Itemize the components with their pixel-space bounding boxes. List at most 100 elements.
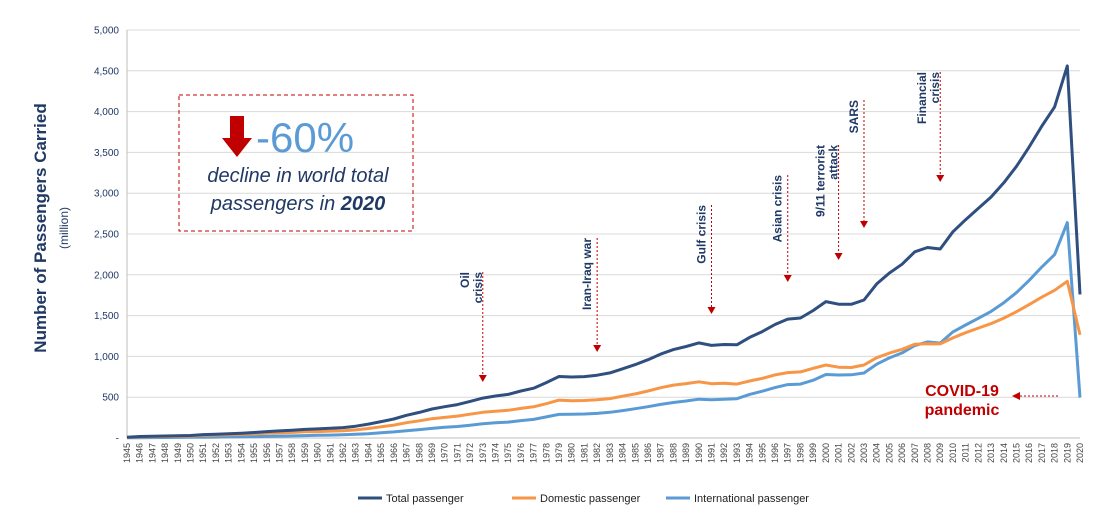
x-tick-label: 1964 (363, 443, 373, 463)
x-tick-label: 1951 (198, 443, 208, 463)
x-tick-label: 2005 (884, 443, 894, 463)
series-lines (126, 64, 1082, 440)
x-tick-label: 2017 (1037, 443, 1047, 463)
callout-year: 2020 (340, 193, 386, 215)
legend: Total passenger Domestic passenger Interna… (358, 493, 809, 505)
x-tick-label: 1950 (186, 443, 196, 463)
x-tick-label: 1997 (783, 443, 793, 463)
decline-callout: -60% decline in world total passengers i… (178, 94, 414, 232)
x-tick-label: 1984 (618, 443, 628, 463)
x-tick-label: 1954 (236, 443, 246, 463)
y-tick-label: 4,000 (94, 107, 119, 118)
down-arrow-icon (222, 116, 252, 157)
callout-border (178, 94, 414, 232)
x-tick-label: 1949 (173, 443, 183, 463)
x-tick-label: 2003 (859, 443, 869, 463)
x-tick-label: 1957 (274, 443, 284, 463)
x-tick-label: 2004 (872, 443, 882, 463)
x-tick-label: 1962 (338, 443, 348, 463)
x-tick-label: 1963 (351, 443, 361, 463)
x-tick-label: 1973 (478, 443, 488, 463)
event-label-line2: crisis (928, 72, 942, 104)
x-tick-label: 1945 (122, 443, 132, 463)
event-arrow-head (859, 221, 868, 228)
x-tick-label: 2015 (1011, 443, 1021, 463)
legend-label: International passenger (694, 493, 809, 505)
callout-line1: decline in world total (207, 165, 389, 187)
event-label-line2: crisis (471, 272, 485, 304)
x-axis: 1945 1946 1947 1948 1949 1950 1951 1952 1953 1954… (122, 437, 1085, 463)
covid-label-line2: pandemic (925, 402, 1000, 419)
x-tick-label: 1961 (325, 443, 335, 463)
x-tick-label: 1956 (262, 443, 272, 463)
x-tick-label: 2020 (1075, 443, 1085, 463)
x-tick-label: 1993 (732, 443, 742, 463)
x-tick-label: 1980 (567, 443, 577, 463)
y-tick-label: 2,000 (94, 270, 119, 281)
x-tick-label: 2014 (999, 443, 1009, 463)
covid-annotation: COVID-19 pandemic (925, 383, 1058, 419)
x-tick-label: 2018 (1050, 443, 1060, 463)
y-tick-label: 1,000 (94, 352, 119, 363)
y-tick-label: 1,500 (94, 311, 119, 322)
event-label: Gulf crisis (695, 205, 709, 264)
event-label: 9/11 terrorist (814, 145, 828, 217)
x-tick-label: 2000 (821, 443, 831, 463)
x-tick-label: 2012 (973, 443, 983, 463)
x-tick-label: 1996 (770, 443, 780, 463)
x-tick-label: 1999 (808, 443, 818, 463)
x-tick-label: 1948 (160, 443, 170, 463)
x-tick-label: 2016 (1024, 443, 1034, 463)
x-tick-label: 1976 (516, 443, 526, 463)
x-tick-label: 1990 (694, 443, 704, 463)
callout-line2-prefix: passengers in (210, 193, 341, 215)
x-tick-label: 2007 (910, 443, 920, 463)
event-arrow-head (593, 345, 602, 352)
x-tick-label: 1959 (300, 443, 310, 463)
y-tick-label: 5,000 (94, 26, 119, 37)
x-tick-label: 1977 (529, 443, 539, 463)
x-tick-label: 1998 (795, 443, 805, 463)
callout-percent: -60% (256, 114, 354, 161)
x-tick-label: 1985 (630, 443, 640, 463)
event-label: SARS (847, 100, 861, 133)
event-label-line2: attack (827, 145, 841, 180)
event-arrow-head (478, 375, 487, 382)
x-tick-label: 1991 (707, 443, 717, 463)
x-tick-label: 2010 (948, 443, 958, 463)
event-arrow-head (834, 253, 843, 260)
callout-line2: passengers in 2020 (210, 193, 386, 215)
x-tick-label: 2011 (961, 443, 971, 462)
x-tick-label: 1975 (503, 443, 513, 463)
x-tick-label: 1981 (579, 443, 589, 463)
x-tick-label: 2002 (846, 443, 856, 463)
event-arrow-head (936, 175, 945, 182)
legend-label: Total passenger (386, 493, 464, 505)
x-tick-label: 1958 (287, 443, 297, 463)
x-tick-label: 1967 (402, 443, 412, 463)
x-tick-label: 2008 (923, 443, 933, 463)
series-line-total-passenger (126, 64, 1082, 439)
y-tick-label: 500 (102, 393, 119, 404)
x-tick-label: 1960 (313, 443, 323, 463)
x-tick-label: 2006 (897, 443, 907, 463)
x-tick-label: 2009 (935, 443, 945, 463)
x-tick-label: 1992 (719, 443, 729, 463)
series-line-domestic-passenger (126, 279, 1082, 439)
x-tick-label: 1986 (643, 443, 653, 463)
y-axis-subtitle: (million) (57, 207, 71, 249)
y-tick-label: - (116, 434, 119, 445)
event-label: Iran-Iraq war (580, 238, 594, 310)
x-tick-label: 1972 (465, 443, 475, 463)
covid-label-line1: COVID-19 (925, 383, 999, 400)
x-tick-label: 1982 (592, 443, 602, 463)
x-tick-label: 1965 (376, 443, 386, 463)
x-tick-label: 2013 (986, 443, 996, 463)
y-tick-label: 3,500 (94, 148, 119, 159)
event-arrow-head (783, 275, 792, 282)
y-tick-label: 2,500 (94, 230, 119, 241)
x-tick-label: 1995 (757, 443, 767, 463)
x-tick-label: 1968 (414, 443, 424, 463)
